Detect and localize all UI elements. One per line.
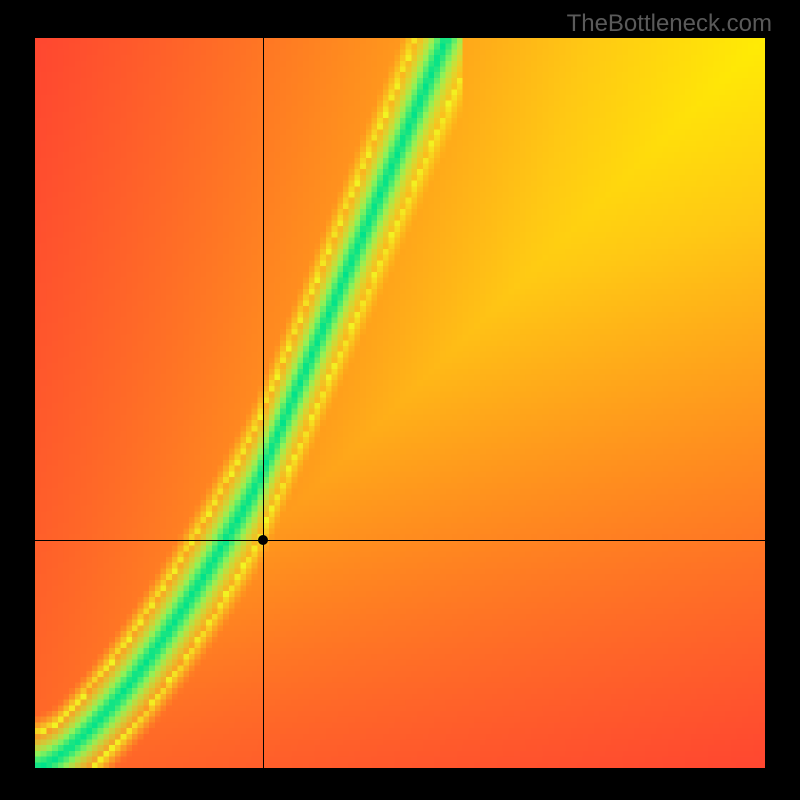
watermark-text: TheBottleneck.com — [567, 10, 772, 38]
heatmap-canvas — [35, 38, 765, 768]
chart-frame: { "meta": { "watermark_text": "TheBottle… — [0, 0, 800, 800]
plot-area — [35, 38, 765, 768]
crosshair-vertical — [263, 38, 264, 768]
crosshair-horizontal — [35, 540, 765, 541]
